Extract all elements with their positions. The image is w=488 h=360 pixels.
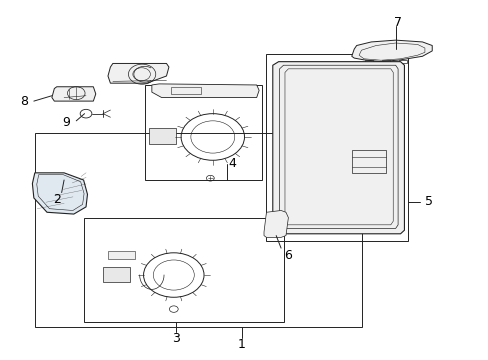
Bar [149, 128, 176, 144]
Polygon shape [272, 62, 404, 234]
Text: 7: 7 [393, 16, 401, 29]
Bar [83, 218, 283, 321]
Polygon shape [351, 40, 431, 62]
Bar [103, 267, 130, 282]
Text: 6: 6 [284, 249, 292, 262]
Polygon shape [52, 87, 96, 101]
Polygon shape [264, 211, 288, 237]
Polygon shape [152, 84, 259, 98]
Text: 2: 2 [53, 193, 61, 206]
Text: 4: 4 [228, 157, 236, 170]
Text: 8: 8 [20, 95, 28, 108]
Polygon shape [108, 63, 168, 83]
Bar [364, 60, 372, 63]
Polygon shape [32, 173, 87, 214]
Text: 9: 9 [62, 116, 70, 129]
Bar [351, 149, 385, 173]
Bar [108, 251, 135, 259]
Bar [266, 54, 407, 241]
Bar [398, 60, 406, 63]
Bar [171, 87, 200, 94]
Text: 3: 3 [172, 332, 180, 345]
Bar [35, 134, 361, 327]
Bar [144, 85, 261, 180]
Text: 1: 1 [238, 338, 245, 351]
Bar [381, 60, 389, 63]
Text: 5: 5 [424, 195, 432, 208]
